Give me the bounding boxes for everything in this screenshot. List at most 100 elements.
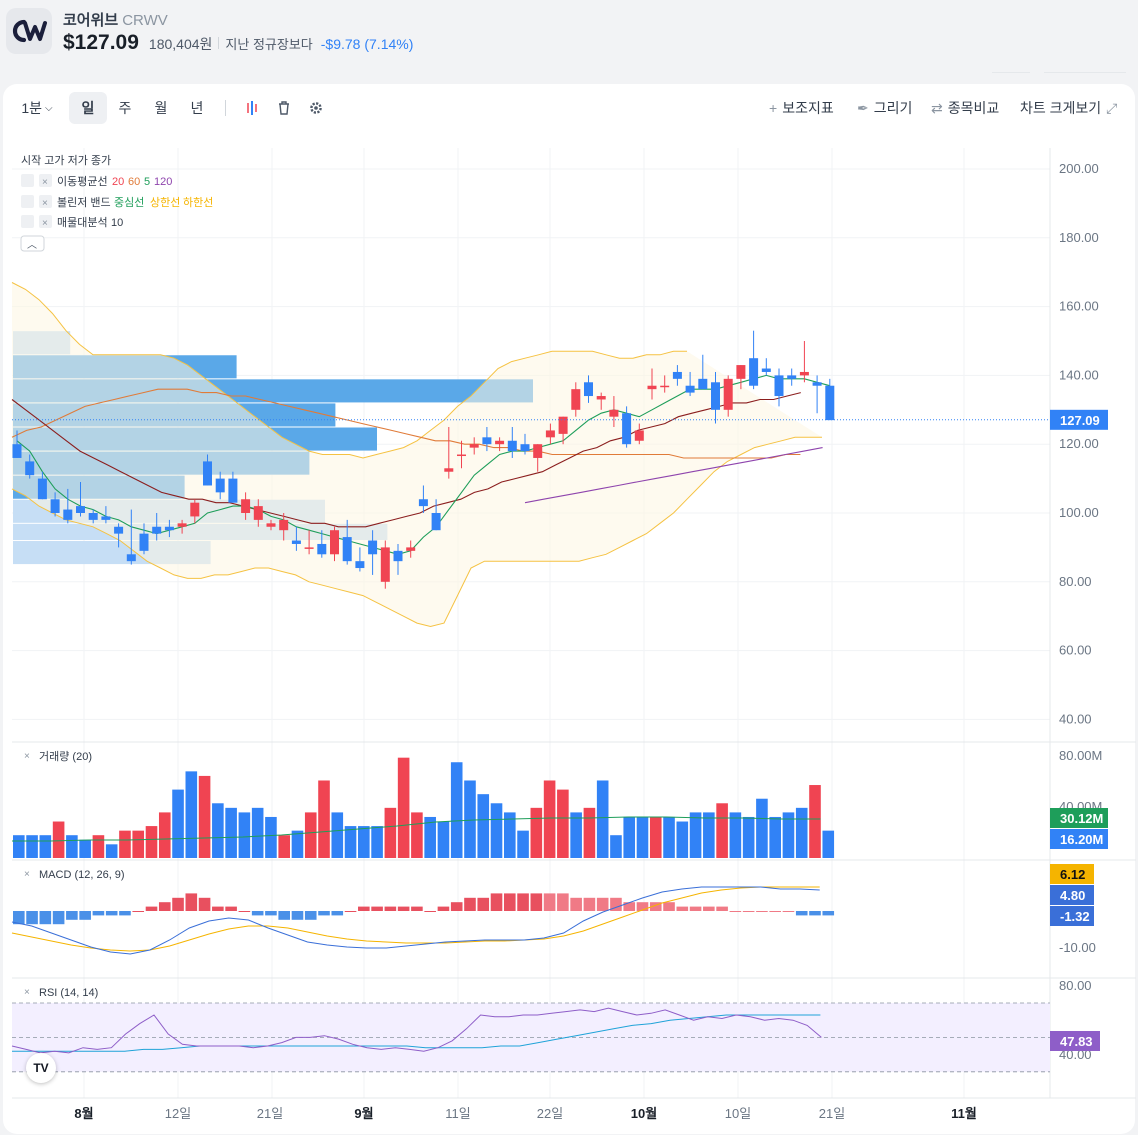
macd-histogram-bar <box>503 893 516 911</box>
tab-week[interactable]: 주 <box>118 100 132 116</box>
macd-value: 4.80 <box>1060 888 1085 903</box>
volume-bar <box>583 807 596 858</box>
macd-histogram-bar <box>517 893 529 911</box>
time-tick-label: 8월 <box>74 1106 93 1121</box>
company-logo <box>6 8 52 54</box>
rsi-line <box>11 1007 822 1054</box>
candle-body <box>495 440 505 445</box>
volume-bar <box>145 826 158 858</box>
delete-drawings-button[interactable] <box>271 92 297 124</box>
svg-text:중심선: 중심선 <box>114 196 144 209</box>
candle-body <box>749 358 759 386</box>
time-tick-label: 10월 <box>631 1106 657 1121</box>
chart-toolbar: 1분 ⌵ 일 주 월 년 + 보조지표 ✒ 그리기 ⇄ 종목비교 차트 크게보기 ⤢ <box>3 84 1135 130</box>
macd-line <box>11 886 820 955</box>
macd-histogram-bar <box>145 906 158 911</box>
macd-histogram-bar <box>676 906 689 911</box>
candle-body <box>711 382 720 410</box>
volume-bar <box>13 835 25 858</box>
volume-bar <box>105 844 118 858</box>
candle-body <box>634 430 644 441</box>
volume-bar <box>477 794 490 858</box>
candle-body <box>355 561 365 569</box>
macd-value: 6.12 <box>1060 867 1085 882</box>
macd-histogram-bar <box>477 897 490 911</box>
close-icon[interactable] <box>39 195 52 208</box>
eye-icon[interactable] <box>21 215 34 228</box>
candle-body <box>406 547 416 551</box>
candle-body <box>304 547 314 549</box>
time-tick-label: 11월 <box>951 1106 977 1121</box>
price-change: -$9.78 (7.14%) <box>320 36 414 52</box>
candle-body <box>469 444 479 448</box>
candle-body <box>545 430 555 438</box>
candle-body <box>63 509 73 520</box>
volume-bar <box>331 812 344 858</box>
eye-icon[interactable] <box>21 195 34 208</box>
eye-icon[interactable] <box>21 174 34 187</box>
candle-body <box>190 502 200 517</box>
ohlc-legend: 시작 고가 저가 종가 <box>21 154 111 167</box>
time-tick-label: 21일 <box>819 1106 845 1121</box>
plot-area <box>12 148 1050 1098</box>
macd-histogram-bar <box>596 897 609 911</box>
volume-bar <box>278 835 290 858</box>
close-icon[interactable] <box>39 174 52 187</box>
chart-settings-button[interactable] <box>303 92 329 124</box>
volume-bar <box>265 816 277 858</box>
svg-text:×: × <box>42 198 48 209</box>
svg-text:상한선: 상한선 <box>150 196 180 209</box>
macd-histogram-bar <box>331 911 344 916</box>
tab-year[interactable]: 년 <box>190 100 204 116</box>
expand-chart-button[interactable]: 차트 크게보기 ⤢ <box>1020 99 1118 117</box>
macd-histogram-bar <box>13 911 25 925</box>
macd-histogram-bar <box>769 911 781 912</box>
candle-body <box>368 540 378 555</box>
svg-text:60: 60 <box>128 176 140 188</box>
macd-histogram-bar <box>756 911 768 912</box>
indicators-button[interactable]: + 보조지표 <box>769 100 834 116</box>
volume-bar <box>557 789 569 858</box>
volume-bar <box>795 807 808 858</box>
macd-histogram-bar <box>291 911 304 920</box>
candle-body <box>228 478 238 503</box>
volume-bar <box>490 803 503 858</box>
macd-histogram-bar <box>172 897 184 911</box>
volume-bar <box>596 780 609 858</box>
chevron-up-icon: ︿ <box>27 240 37 251</box>
candle-body <box>152 526 162 534</box>
rsi-tick-label: 80.00 <box>1059 978 1092 993</box>
bollinger-lower-line <box>11 436 822 628</box>
volume-bar <box>450 762 463 858</box>
volume-bar <box>623 816 636 858</box>
interval-dropdown[interactable]: 1분 ⌵ <box>21 100 53 116</box>
candle-body <box>37 478 47 500</box>
macd-histogram-bar <box>132 911 145 912</box>
macd-histogram-bar <box>649 902 662 911</box>
volume-bar <box>397 757 410 858</box>
tab-day[interactable]: 일 <box>69 92 107 124</box>
volume-bar <box>663 816 675 858</box>
candle-body <box>647 385 657 390</box>
ma20-line <box>11 392 801 528</box>
close-icon[interactable] <box>39 215 52 228</box>
macd-histogram-bar <box>278 911 290 920</box>
volume-ma-line <box>12 816 821 842</box>
svg-text:120: 120 <box>154 176 172 188</box>
macd-histogram-bar <box>663 902 675 911</box>
compare-button[interactable]: ⇄ 종목비교 <box>931 99 1000 117</box>
candle-body <box>584 382 593 397</box>
macd-histogram-bar <box>66 911 78 920</box>
tab-month[interactable]: 월 <box>154 100 168 116</box>
volume-bar <box>318 780 330 858</box>
collapse-legend-button[interactable] <box>20 235 45 252</box>
legend-bb: × 볼린저 밴드 중심선 상한선 하한선 <box>21 195 213 209</box>
draw-button[interactable]: ✒ 그리기 <box>857 99 913 117</box>
volume-bar <box>530 807 543 858</box>
volume-bar <box>649 816 662 858</box>
candle-type-button[interactable] <box>239 92 265 124</box>
volume-bar <box>52 821 65 858</box>
volume-bar <box>610 835 622 858</box>
candle-body <box>164 526 174 531</box>
